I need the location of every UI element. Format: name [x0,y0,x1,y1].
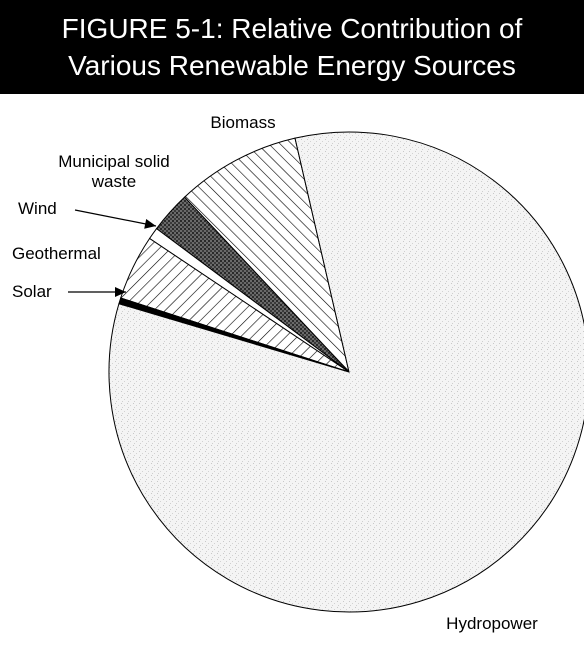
figure-title-line-2: Various Renewable Energy Sources [68,50,516,81]
pie-label-hydropower: Hydropower [446,614,538,633]
figure-title-bar: FIGURE 5-1: Relative Contribution of Var… [0,0,584,94]
pie-slices [108,131,584,613]
arrowhead-icon [115,287,126,297]
pie-label-geothermal: Geothermal [12,244,101,263]
pie-slice-hydropower [108,131,584,613]
pie-label-wind: Wind [18,199,57,218]
arrowhead-icon [144,219,156,229]
pie-label-municipal-solid-waste: Municipal solid waste [58,152,170,191]
figure-title-line-1: FIGURE 5-1: Relative Contribution of [61,13,523,44]
pie-label-solar: Solar [12,282,52,301]
pie-label-biomass: Biomass [210,113,275,132]
pie-leader-wind [74,209,157,227]
pie-slice-biomass [183,137,350,374]
